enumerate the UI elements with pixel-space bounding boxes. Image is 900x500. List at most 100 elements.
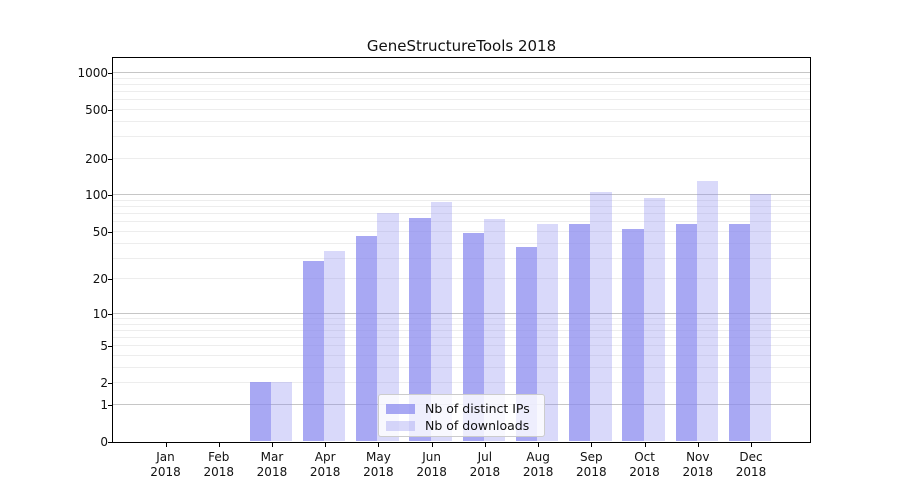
y-tick-label: 200 <box>85 151 108 166</box>
legend-label-downloads: Nb of downloads <box>425 418 530 433</box>
bar-downloads-jul <box>483 218 506 441</box>
bar-downloads-mar <box>270 382 293 441</box>
bar-distinct-ips-oct <box>622 228 644 441</box>
gridline-minor <box>113 120 810 122</box>
gridline-minor <box>113 83 810 85</box>
gridline-minor <box>113 242 810 244</box>
gridline-major <box>113 71 810 73</box>
x-tick <box>538 443 540 447</box>
x-tick-label: Jun 2018 <box>416 450 447 479</box>
bar-downloads-jun <box>430 201 452 441</box>
x-tick-label: Jan 2018 <box>150 450 181 479</box>
bar-distinct-ips-nov <box>675 224 697 441</box>
bar-downloads-aug <box>537 224 559 441</box>
x-tick-label: Apr 2018 <box>309 450 341 479</box>
x-tick <box>591 443 593 447</box>
x-tick-label: Dec 2018 <box>735 450 767 479</box>
gridline-minor <box>113 221 810 223</box>
y-tick <box>108 313 112 315</box>
y-tick <box>108 404 112 406</box>
x-tick <box>484 443 486 447</box>
x-tick <box>431 443 433 447</box>
bar-downloads-oct <box>643 197 665 441</box>
x-tick <box>165 443 167 447</box>
y-tick-label: 0 <box>100 435 108 449</box>
bar-distinct-ips-sep <box>569 224 591 441</box>
x-tick-label: Mar 2018 <box>256 450 288 479</box>
gridline-major <box>113 194 810 196</box>
x-tick-label: May 2018 <box>363 450 394 479</box>
gridline-minor <box>113 90 810 92</box>
bar-distinct-ips-dec <box>728 224 751 441</box>
y-tick <box>108 231 112 233</box>
x-tick <box>697 443 699 447</box>
bar-downloads-sep <box>590 191 612 441</box>
gridline-minor <box>113 318 810 319</box>
gridline-minor <box>113 99 810 101</box>
legend-item-downloads: Nb of downloads <box>386 417 536 434</box>
legend-label-distinct-ips: Nb of distinct IPs <box>425 401 530 416</box>
y-tick <box>108 279 112 281</box>
legend-swatch-downloads-icon <box>386 420 415 431</box>
gridline-minor <box>113 230 810 232</box>
gridline-minor <box>113 257 810 259</box>
y-tick-label: 5 <box>100 339 108 354</box>
gridline-minor <box>113 329 810 331</box>
x-tick-label: Nov 2018 <box>682 450 714 479</box>
gridline-major <box>113 312 810 314</box>
gridline-minor <box>113 108 810 110</box>
gridline-minor <box>113 323 810 325</box>
y-tick <box>108 158 112 160</box>
x-tick <box>218 443 220 447</box>
bar-downloads-may <box>377 213 399 441</box>
y-tick-label: 10 <box>92 306 108 321</box>
x-tick-label: Feb 2018 <box>203 450 234 479</box>
legend: Nb of distinct IPs Nb of downloads <box>378 394 545 437</box>
bar-distinct-ips-apr <box>302 261 325 441</box>
y-tick-label: 20 <box>92 272 108 287</box>
x-tick <box>271 443 273 447</box>
y-tick-label: 2 <box>100 376 108 391</box>
bar-distinct-ips-jul <box>462 233 484 441</box>
gridline-minor <box>113 77 810 79</box>
chart-title: GeneStructureTools 2018 <box>366 37 557 55</box>
y-tick <box>108 72 112 74</box>
y-tick-label: 1000 <box>77 65 108 80</box>
x-tick-label: Aug 2018 <box>522 450 554 479</box>
x-tick <box>325 443 327 447</box>
legend-item-distinct-ips: Nb of distinct IPs <box>386 400 536 417</box>
y-tick <box>108 383 112 385</box>
bar-downloads-dec <box>750 194 772 441</box>
bar-distinct-ips-jun <box>409 218 431 441</box>
y-tick-label: 500 <box>85 102 108 117</box>
y-tick <box>108 346 112 348</box>
bar-downloads-nov <box>696 181 719 441</box>
legend-swatch-distinct-ips-icon <box>386 403 415 414</box>
x-tick-label: Jul 2018 <box>469 450 501 479</box>
x-tick-label: Oct 2018 <box>629 450 660 479</box>
plot-area <box>112 57 811 443</box>
x-tick-label: Sep 2018 <box>576 450 607 479</box>
gridline-minor <box>113 200 810 202</box>
gridline-minor <box>113 213 810 215</box>
gridline-minor <box>113 366 810 368</box>
y-tick-label: 50 <box>92 224 108 239</box>
bar-distinct-ips-may <box>356 236 378 441</box>
x-tick <box>644 443 646 447</box>
gridline-minor <box>113 136 810 138</box>
y-tick-label: 100 <box>85 188 108 203</box>
bar-downloads-apr <box>324 251 346 441</box>
bar-distinct-ips-aug <box>515 246 538 441</box>
y-tick <box>108 195 112 197</box>
gridline-minor <box>113 355 810 357</box>
gridline-minor <box>113 337 810 339</box>
gridline-minor <box>113 157 810 159</box>
x-tick <box>751 443 753 447</box>
y-tick <box>108 109 112 111</box>
y-tick-label: 1 <box>100 397 108 412</box>
bar-distinct-ips-mar <box>249 382 271 441</box>
gridline-minor <box>113 345 810 347</box>
gridline-minor <box>113 278 810 280</box>
y-tick <box>108 442 112 443</box>
